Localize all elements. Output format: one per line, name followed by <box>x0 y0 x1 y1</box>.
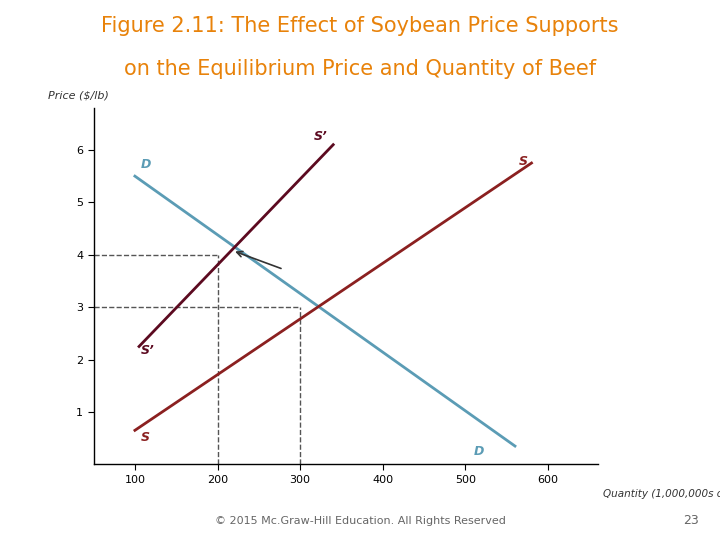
Text: S’: S’ <box>314 131 328 144</box>
Text: S: S <box>140 431 150 444</box>
Text: Price ($/lb): Price ($/lb) <box>48 91 109 101</box>
Text: S: S <box>519 154 528 167</box>
Text: © 2015 Mc.Graw-Hill Education. All Rights Reserved: © 2015 Mc.Graw-Hill Education. All Right… <box>215 516 505 526</box>
Text: 23: 23 <box>683 514 698 526</box>
Text: Figure 2.11: The Effect of Soybean Price Supports: Figure 2.11: The Effect of Soybean Price… <box>102 16 618 36</box>
Text: D: D <box>474 446 484 458</box>
Text: D: D <box>140 158 151 171</box>
Text: on the Equilibrium Price and Quantity of Beef: on the Equilibrium Price and Quantity of… <box>124 59 596 79</box>
Text: S’: S’ <box>140 345 155 357</box>
Text: Quantity (1,000,000s of lb/yr): Quantity (1,000,000s of lb/yr) <box>603 489 720 500</box>
